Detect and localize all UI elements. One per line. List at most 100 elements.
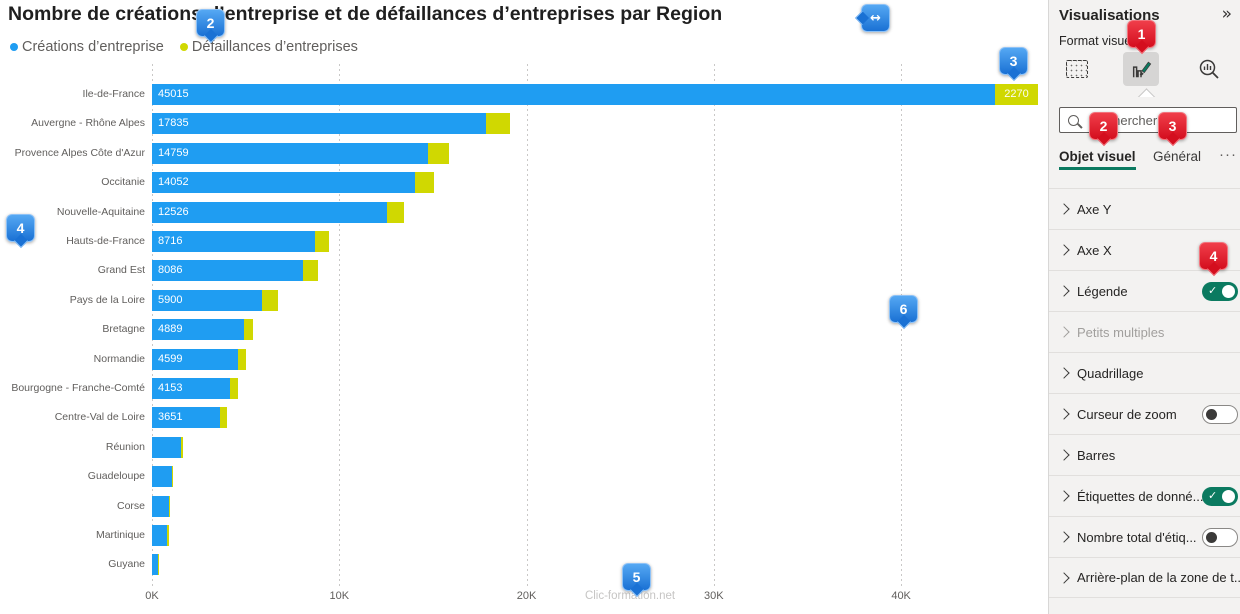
bar-defaillances[interactable] <box>158 554 159 576</box>
more-tabs-icon[interactable]: ··· <box>1219 146 1237 163</box>
bar-value-label: 4599 <box>158 352 183 365</box>
bar-creations[interactable]: 12526 <box>152 201 387 223</box>
callout-pin-blue-3: 3 <box>999 47 1028 82</box>
toggle-knob <box>1222 285 1235 298</box>
bar-defaillances[interactable] <box>220 407 227 429</box>
bar-creations[interactable] <box>152 466 172 488</box>
bar-creations[interactable]: 5900 <box>152 289 262 311</box>
bar-value-label: 14759 <box>158 146 189 159</box>
legend-item[interactable]: Créations d’entreprise <box>10 39 164 55</box>
format-section-curseur-de-zoom[interactable]: Curseur de zoom <box>1049 393 1240 434</box>
y-axis-label: Corse <box>116 499 145 512</box>
bar-defaillances[interactable] <box>415 172 434 194</box>
bar-defaillances[interactable] <box>230 378 238 399</box>
chevron-right-icon <box>1058 326 1070 338</box>
toggle-knob <box>1222 490 1235 503</box>
bar-creations[interactable]: 4599 <box>152 348 238 370</box>
bar-defaillances[interactable] <box>172 466 173 488</box>
bar-creations[interactable]: 8086 <box>152 260 303 282</box>
y-axis-label: Bourgogne - Franche-Comté <box>11 382 145 394</box>
bar-creations[interactable] <box>152 554 158 576</box>
format-section-axe-x[interactable]: Axe X <box>1049 229 1240 270</box>
bar-creations[interactable]: 4153 <box>152 378 230 399</box>
format-section-petits-multiples[interactable]: Petits multiples <box>1049 311 1240 352</box>
dashed-visual-icon <box>1066 60 1088 78</box>
pane-search[interactable] <box>1059 107 1237 133</box>
toggle-knob <box>1206 532 1217 543</box>
collapse-pane-icon[interactable]: » <box>1221 4 1232 24</box>
y-axis-label: Bretagne <box>102 323 145 336</box>
toggle-on[interactable]: ✓ <box>1202 282 1238 301</box>
bar-creations[interactable] <box>152 436 181 458</box>
format-sections: Axe Y Axe X Légende ✓ Petits multiples Quadri… <box>1049 188 1240 598</box>
check-icon: ✓ <box>1208 284 1218 297</box>
toggle-off[interactable] <box>1202 528 1238 547</box>
y-axis-label: Martinique <box>95 529 145 541</box>
section-label: Légende <box>1077 283 1128 299</box>
chart-legend: Créations d’entreprise Défaillances d’ent… <box>10 39 358 55</box>
bar-defaillances[interactable] <box>486 113 510 135</box>
legend-label: Créations d’entreprise <box>22 39 164 55</box>
gridline <box>526 64 528 586</box>
bar-creations[interactable]: 45015 <box>152 84 995 105</box>
y-axis-label: Provence Alpes Côte d'Azur <box>14 146 145 159</box>
bar-defaillances[interactable] <box>167 525 169 546</box>
pin-number: 5 <box>632 569 641 585</box>
bar-creations[interactable]: 14052 <box>152 172 415 194</box>
format-visual-icon[interactable] <box>1123 52 1159 86</box>
x-axis-tick-label: 20K <box>516 590 537 602</box>
bar-creations[interactable]: 3651 <box>152 407 220 429</box>
toggle-off[interactable] <box>1202 405 1238 424</box>
analytics-icon[interactable] <box>1191 52 1227 86</box>
bar-row: 14759 <box>152 142 449 164</box>
section-label: Barres <box>1077 447 1116 463</box>
bar-creations[interactable]: 8716 <box>152 231 315 252</box>
x-axis-tick-label: 0K <box>145 590 159 602</box>
bar-row <box>152 466 173 488</box>
callout-pin-red-4: 4 <box>1199 242 1228 277</box>
pin-number: 3 <box>1009 53 1018 69</box>
bar-defaillances[interactable] <box>315 231 329 252</box>
format-section-barres[interactable]: Barres <box>1049 434 1240 475</box>
toggle-knob <box>1206 409 1217 420</box>
y-axis-label: Occitanie <box>101 176 145 189</box>
format-section-l-gende[interactable]: Légende ✓ <box>1049 270 1240 311</box>
pane-mode-icons <box>1057 52 1233 97</box>
search-input[interactable] <box>1088 111 1222 129</box>
bar-creations[interactable]: 14759 <box>152 142 428 164</box>
bar-defaillances[interactable] <box>244 319 253 341</box>
bar-creations[interactable] <box>152 525 167 546</box>
tab-general[interactable]: Général <box>1153 149 1202 164</box>
bar-defaillances[interactable] <box>428 142 449 164</box>
tab-objet-visuel[interactable]: Objet visuel <box>1059 149 1136 170</box>
bar-defaillances[interactable] <box>169 495 170 517</box>
section-label: Quadrillage <box>1077 365 1144 381</box>
build-visual-icon[interactable] <box>1059 52 1095 86</box>
y-axis-label: Pays de la Loire <box>69 293 145 306</box>
chevron-right-icon <box>1058 203 1070 215</box>
bar-defaillances[interactable] <box>303 260 318 282</box>
bar-defaillances[interactable]: 2270 <box>995 84 1038 105</box>
bar-creations[interactable] <box>152 495 169 517</box>
bar-row: 8086 <box>152 260 318 282</box>
callout-pin-red-2: 2 <box>1089 112 1118 147</box>
bar-defaillances[interactable] <box>387 201 404 223</box>
format-section-axe-y[interactable]: Axe Y <box>1049 188 1240 229</box>
format-section-quadrillage[interactable]: Quadrillage <box>1049 352 1240 393</box>
pin-number: 2 <box>1099 118 1108 134</box>
bar-creations[interactable]: 4889 <box>152 319 244 341</box>
resize-arrow-icon: ↔ <box>870 10 881 26</box>
format-section-arri-re-plan-de-la-zone-de-t[interactable]: Arrière-plan de la zone de t... <box>1049 557 1240 598</box>
format-section-tiquettes-de-donn[interactable]: Étiquettes de donné... ✓ <box>1049 475 1240 516</box>
format-section-nombre-total-d-tiq[interactable]: Nombre total d'étiq... <box>1049 516 1240 557</box>
bar-defaillances[interactable] <box>238 348 246 370</box>
bar-creations[interactable]: 17835 <box>152 113 486 135</box>
legend-item[interactable]: Défaillances d’entreprises <box>179 39 358 55</box>
bar-defaillances[interactable] <box>262 289 278 311</box>
gridline <box>713 64 715 586</box>
bar-row <box>152 554 159 576</box>
bar-row: 3651 <box>152 407 227 429</box>
bar-defaillances[interactable] <box>181 436 183 458</box>
toggle-on[interactable]: ✓ <box>1202 487 1238 506</box>
